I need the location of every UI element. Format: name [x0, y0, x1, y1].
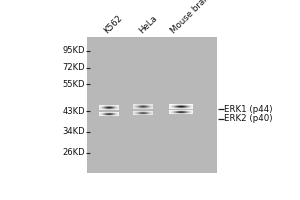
Text: HeLa: HeLa [137, 14, 159, 36]
Text: 26KD: 26KD [62, 148, 85, 157]
Text: 43KD: 43KD [62, 107, 85, 116]
Text: Mouse brain: Mouse brain [169, 0, 213, 36]
Text: ERK1 (p44): ERK1 (p44) [224, 105, 272, 114]
Text: 55KD: 55KD [63, 80, 85, 89]
Bar [88, 37, 217, 173]
Text: K562: K562 [102, 14, 124, 36]
Text: 72KD: 72KD [62, 63, 85, 72]
Text: 34KD: 34KD [62, 127, 85, 136]
Text: 95KD: 95KD [63, 46, 85, 55]
Text: ERK2 (p40): ERK2 (p40) [224, 114, 272, 123]
